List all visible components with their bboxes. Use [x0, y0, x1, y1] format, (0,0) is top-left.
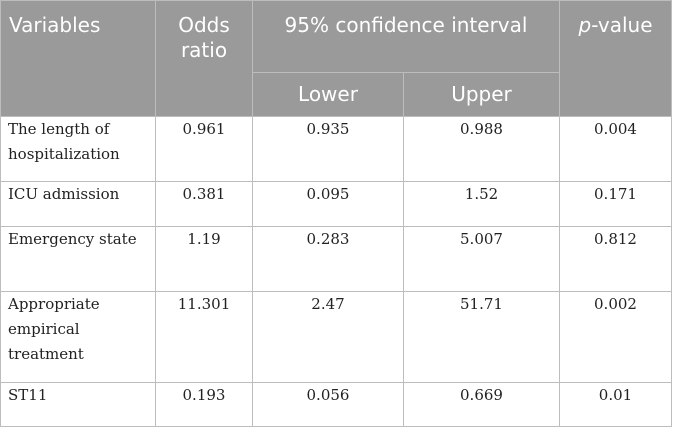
table-row: Emergency state 1.19 0.283 5.007 0.812 [0, 226, 672, 292]
cell-lower: 0.283 [252, 226, 404, 292]
header-p-letter: p [578, 13, 592, 37]
cell-odds-ratio: 11.301 [155, 291, 253, 383]
cell-p-value: 0.01 [559, 382, 672, 427]
cell-p-value: 0.004 [559, 116, 672, 182]
cell-lower: 2.47 [252, 291, 404, 383]
table-row: Appropriate empirical treatment 11.301 2… [0, 291, 672, 383]
table-header: Variables Odds ratio 95% confidence inte… [0, 0, 672, 117]
header-p-suffix: -value [591, 13, 653, 37]
cell-odds-ratio: 0.381 [155, 181, 253, 227]
cell-p-value: 0.002 [559, 291, 672, 383]
cell-lower: 0.056 [252, 382, 404, 427]
cell-lower: 0.095 [252, 181, 404, 227]
header-confidence-interval: 95% confidence interval [252, 0, 560, 73]
cell-odds-ratio: 0.193 [155, 382, 253, 427]
cell-upper: 1.52 [403, 181, 560, 227]
cell-odds-ratio: 1.19 [155, 226, 253, 292]
header-odds-ratio: Odds ratio [155, 0, 253, 117]
cell-upper: 0.669 [403, 382, 560, 427]
header-p-value: p-value [559, 0, 672, 117]
header-variables: Variables [0, 0, 156, 117]
cell-lower: 0.935 [252, 116, 404, 182]
table-row: The length of hospitalization 0.961 0.93… [0, 116, 672, 182]
cell-odds-ratio: 0.961 [155, 116, 253, 182]
table-body: The length of hospitalization 0.961 0.93… [0, 116, 672, 427]
cell-variable: Appropriate empirical treatment [0, 291, 156, 383]
cell-upper: 51.71 [403, 291, 560, 383]
cell-variable: ST11 [0, 382, 156, 427]
cell-variable: The length of hospitalization [0, 116, 156, 182]
cell-p-value: 0.171 [559, 181, 672, 227]
header-lower: Lower [252, 72, 404, 117]
cell-variable: Emergency state [0, 226, 156, 292]
table-row: ICU admission 0.381 0.095 1.52 0.171 [0, 181, 672, 227]
cell-upper: 5.007 [403, 226, 560, 292]
cell-variable: ICU admission [0, 181, 156, 227]
table-row: ST11 0.193 0.056 0.669 0.01 [0, 382, 672, 427]
cell-upper: 0.988 [403, 116, 560, 182]
cell-p-value: 0.812 [559, 226, 672, 292]
header-upper: Upper [403, 72, 560, 117]
